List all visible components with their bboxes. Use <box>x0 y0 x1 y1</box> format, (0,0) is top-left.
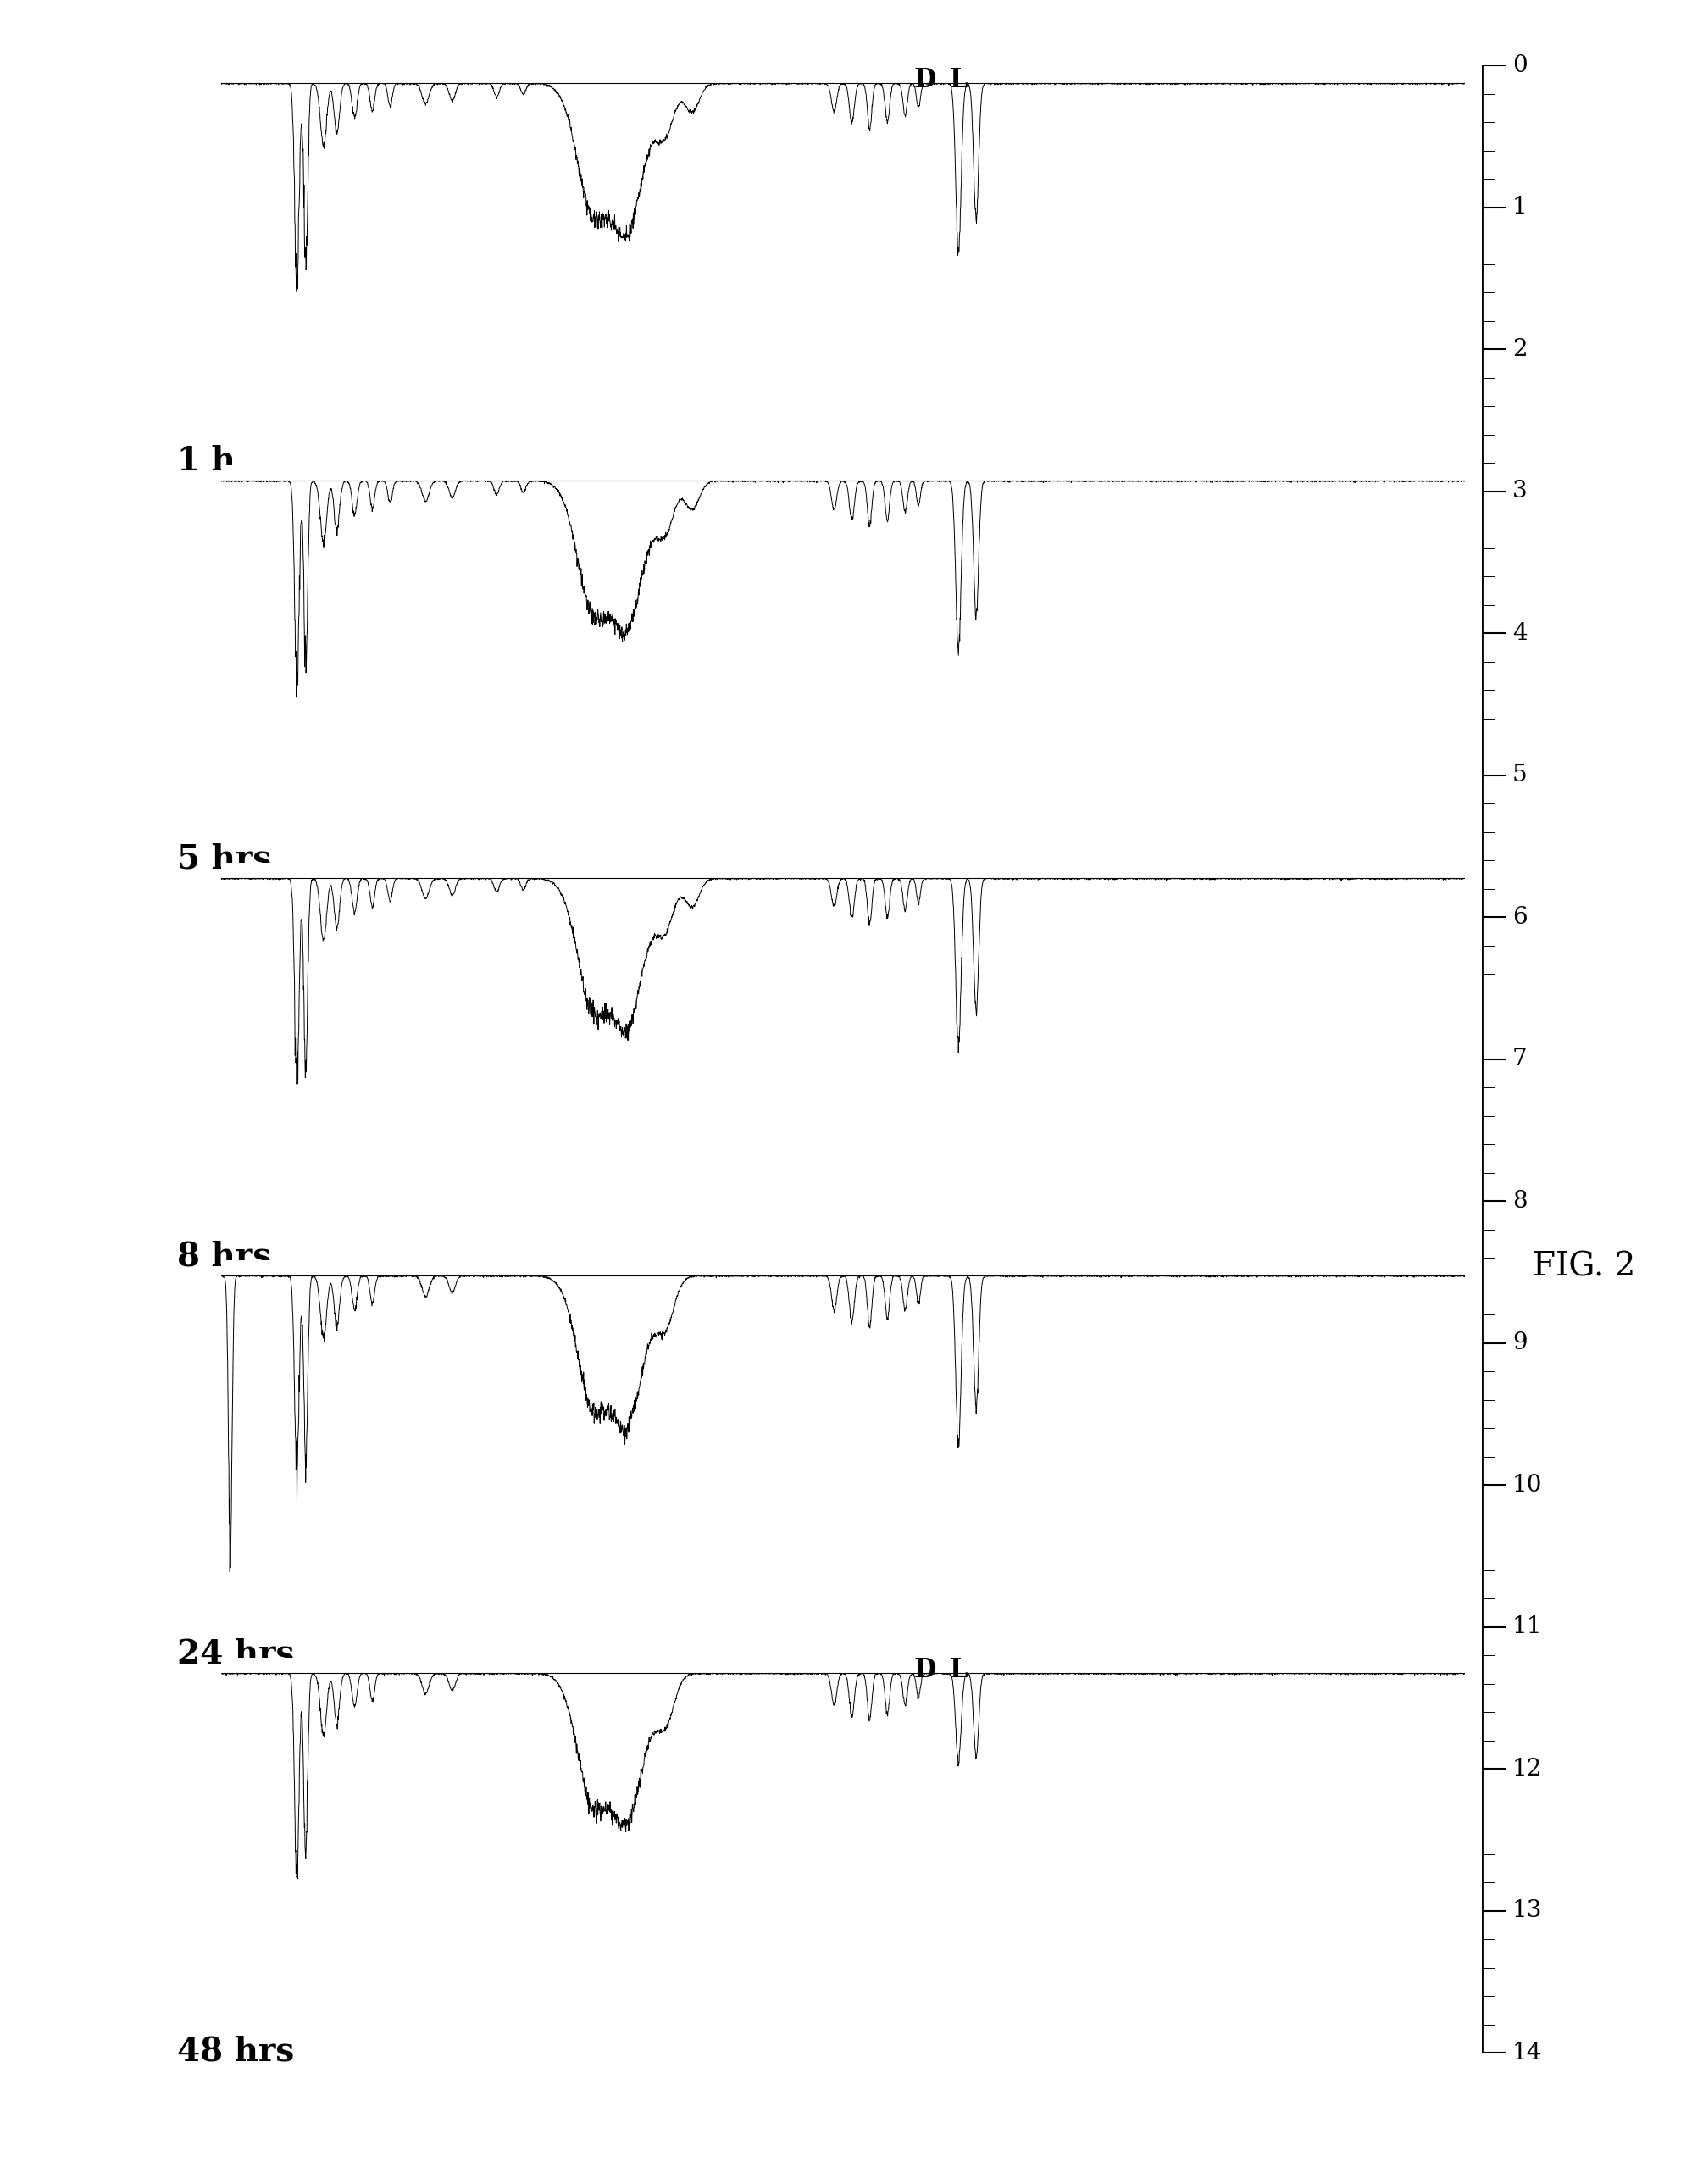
Text: 5 hrs: 5 hrs <box>177 843 271 876</box>
Text: 3: 3 <box>1512 480 1528 502</box>
Text: 1 h: 1 h <box>177 446 235 478</box>
Text: 14: 14 <box>1512 2042 1543 2064</box>
Text: 13: 13 <box>1512 1900 1543 1922</box>
Text: FIG. 2: FIG. 2 <box>1533 1251 1635 1282</box>
Text: D: D <box>915 1655 937 1684</box>
Text: 1: 1 <box>1512 197 1528 218</box>
Text: 8 hrs: 8 hrs <box>177 1241 271 1273</box>
Text: 0: 0 <box>1512 55 1528 76</box>
Text: 5: 5 <box>1512 764 1528 786</box>
Text: 7: 7 <box>1512 1048 1528 1070</box>
Text: 12: 12 <box>1512 1758 1543 1780</box>
Text: 24 hrs: 24 hrs <box>177 1638 295 1671</box>
Text: D: D <box>915 66 937 94</box>
Text: L: L <box>949 1655 967 1684</box>
Text: 10: 10 <box>1512 1474 1543 1496</box>
Text: 8: 8 <box>1512 1190 1528 1212</box>
Text: L: L <box>949 66 967 94</box>
Text: 9: 9 <box>1512 1332 1528 1354</box>
Text: 2: 2 <box>1512 339 1528 360</box>
Text: 48 hrs: 48 hrs <box>177 2035 295 2068</box>
Text: 4: 4 <box>1512 622 1528 644</box>
Text: 11: 11 <box>1512 1616 1543 1638</box>
Text: 6: 6 <box>1512 906 1528 928</box>
